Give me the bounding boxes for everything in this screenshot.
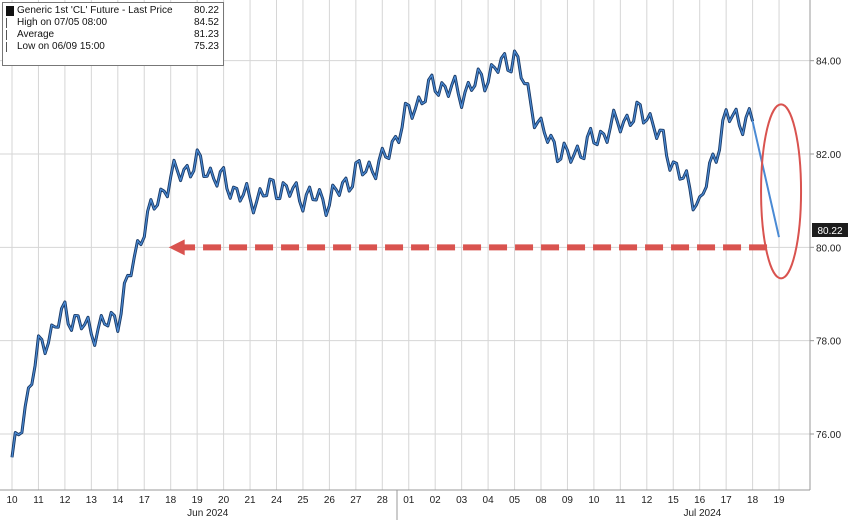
legend-high-value: 84.52 xyxy=(193,17,219,28)
x-tick-label: 04 xyxy=(483,495,495,506)
series-line-final-drop xyxy=(751,121,780,238)
y-tick-label: 78.00 xyxy=(816,337,841,348)
series-line xyxy=(11,50,754,458)
x-tick-label: 14 xyxy=(112,495,124,506)
y-tick-label: 76.00 xyxy=(816,430,841,441)
x-tick-label: 18 xyxy=(747,495,759,506)
x-tick-label: 02 xyxy=(430,495,442,506)
highlight-ellipse xyxy=(760,103,803,280)
y-tick-label: 80.00 xyxy=(816,243,841,254)
x-tick-label: 19 xyxy=(773,495,785,506)
x-tick-label: 13 xyxy=(86,495,98,506)
x-axis-labels: 10 11 12 13 14 17 18 19 20 21 24 25 26 27 28 01 02 03 04 05… xyxy=(6,495,785,506)
legend-average-row: Average xyxy=(17,29,54,41)
x-tick-label: 11 xyxy=(33,495,44,506)
x-tick-label: 18 xyxy=(165,495,177,506)
average-marker-icon xyxy=(6,30,15,40)
month-label: Jul 2024 xyxy=(683,508,721,519)
x-tick-label: 15 xyxy=(668,495,680,506)
horizontal-gridlines xyxy=(0,60,814,435)
annotation-layer xyxy=(168,103,803,280)
x-tick-label: 24 xyxy=(271,495,283,506)
x-tick-label: 16 xyxy=(694,495,706,506)
x-tick-label: 01 xyxy=(403,495,415,506)
x-tick-label: 09 xyxy=(562,495,574,506)
legend-low-row: Low on 06/09 15:00 xyxy=(17,41,105,53)
legend-series-label: Generic 1st 'CL' Future - Last Price xyxy=(17,5,173,16)
x-tick-label: 20 xyxy=(218,495,230,506)
x-tick-label: 12 xyxy=(641,495,653,506)
legend: Generic 1st 'CL' Future - Last Price 80.… xyxy=(2,2,224,66)
last-price-tag: 80.22 xyxy=(812,223,848,237)
legend-average-label: Average xyxy=(17,29,55,40)
y-tick-label: 82.00 xyxy=(816,150,841,161)
y-axis-labels: 76.00 78.00 80.00 82.00 84.00 xyxy=(816,57,841,441)
legend-last-value: 80.22 xyxy=(193,5,219,16)
y-tick-label: 84.00 xyxy=(816,57,841,68)
legend-average-value: 81.23 xyxy=(193,29,219,40)
arrow-head-icon xyxy=(168,239,185,256)
legend-title-row: Generic 1st 'CL' Future - Last Price xyxy=(17,5,173,17)
x-tick-label: 12 xyxy=(59,495,71,506)
price-series xyxy=(10,49,780,458)
x-tick-label: 10 xyxy=(6,495,18,506)
x-tick-label: 10 xyxy=(588,495,600,506)
legend-low-value: 75.23 xyxy=(193,41,219,52)
x-tick-label: 17 xyxy=(139,495,151,506)
high-marker-icon xyxy=(6,18,15,28)
month-label: Jun 2024 xyxy=(187,508,229,519)
x-tick-label: 25 xyxy=(297,495,309,506)
legend-low-label: Low on 06/09 15:00 xyxy=(17,41,105,52)
x-tick-label: 19 xyxy=(192,495,204,506)
low-marker-icon xyxy=(6,42,15,52)
legend-high-label: High on 07/05 08:00 xyxy=(17,17,108,28)
series-swatch-icon xyxy=(6,6,14,16)
x-tick-label: 11 xyxy=(615,495,626,506)
x-tick-label: 05 xyxy=(509,495,521,506)
month-labels: Jun 2024 Jul 2024 xyxy=(187,508,722,519)
x-tick-label: 21 xyxy=(244,495,256,506)
x-tick-label: 28 xyxy=(377,495,389,506)
x-tick-label: 03 xyxy=(456,495,468,506)
x-tick-label: 17 xyxy=(721,495,733,506)
last-price-tag-text: 80.22 xyxy=(817,226,842,237)
x-tick-label: 08 xyxy=(535,495,547,506)
x-tick-label: 27 xyxy=(350,495,362,506)
x-tick-label: 26 xyxy=(324,495,336,506)
legend-high-row: High on 07/05 08:00 xyxy=(17,17,107,29)
